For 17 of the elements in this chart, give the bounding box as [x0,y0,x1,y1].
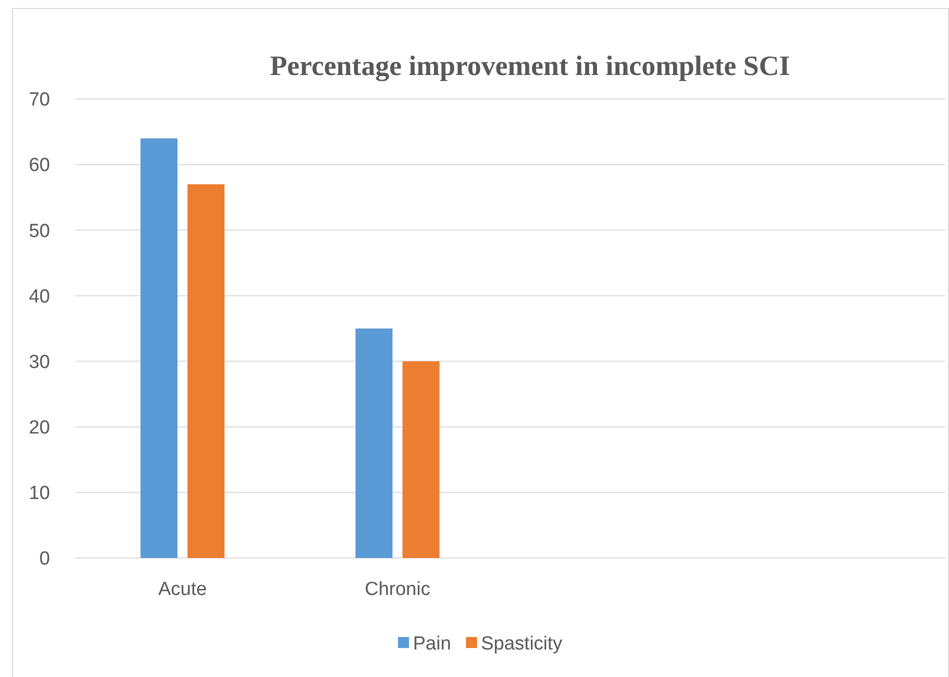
y-tick-label: 70 [28,90,50,111]
x-tick-label: Chronic [364,579,430,600]
bar [356,328,392,558]
x-tick-label: Acute [158,579,207,600]
y-tick-label: 60 [28,155,50,176]
y-tick-label: 30 [28,352,50,373]
bar [188,184,224,558]
y-tick-label: 10 [28,483,50,504]
bar [140,138,178,558]
y-tick-label: 50 [28,220,50,242]
legend-label: Pain [413,634,452,655]
y-tick-label: 0 [39,548,50,570]
bar [402,361,440,558]
legend-label: Spasticity [481,634,563,655]
chart-title: Percentage improvement in incomplete SCI [270,51,790,82]
y-tick-label: 20 [28,418,50,439]
y-tick-label: 40 [28,286,50,308]
